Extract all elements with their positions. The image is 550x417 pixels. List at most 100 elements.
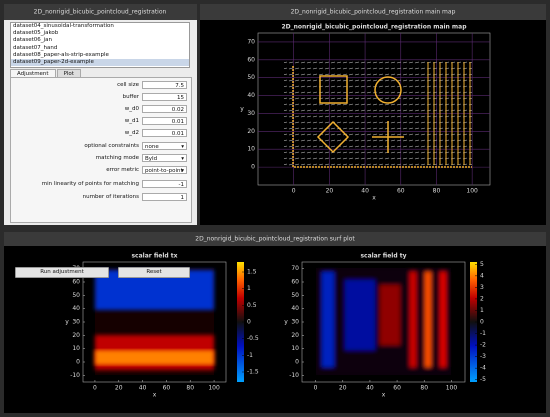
dataset-item[interactable]: dataset05_jakob [13, 30, 59, 37]
field-row: min linearity of points for matching -1 [11, 180, 191, 189]
y-tick-label: 40 [247, 92, 255, 99]
colorbar-tick-label: -4 [480, 365, 486, 372]
x-tick-label: 20 [326, 188, 334, 195]
x-tick-label: 80 [433, 188, 441, 195]
x-tick-label: 100 [208, 385, 220, 392]
field-row: w_d1 0.01 [11, 117, 191, 126]
y-tick-label: -10 [70, 372, 80, 379]
text-input[interactable]: 0.02 [142, 105, 187, 113]
y-axis-label: y [284, 319, 288, 326]
colorbar-tick-label: 1 [247, 285, 251, 292]
text-input[interactable]: 7.5 [142, 81, 187, 89]
field-label: w_d0 [124, 106, 139, 112]
field-label: optional constraints [84, 143, 139, 149]
y-tick-label: 60 [72, 279, 80, 286]
plot-title: 2D_nonrigid_bicubic_pointcloud_registrat… [281, 24, 467, 31]
y-tick-label: 0 [76, 359, 80, 366]
colorbar-tick-label: -2 [480, 342, 486, 349]
dropdown[interactable]: point-to-point [142, 166, 187, 175]
colorbar [237, 262, 244, 382]
colorbar-tick-label: -3 [480, 353, 486, 360]
text-input[interactable]: 1 [142, 193, 187, 201]
x-tick-label: 80 [186, 385, 194, 392]
field-row: cell size 7.5 [11, 81, 191, 90]
dataset-item[interactable]: dataset07_hand [13, 44, 58, 51]
dataset-item[interactable]: dataset06_jan [13, 37, 52, 44]
field-row: number of iterations 1 [11, 193, 191, 202]
dropdown[interactable]: ById [142, 154, 187, 163]
colorbar-tick-label: 2 [480, 295, 484, 302]
y-tick-label: 20 [72, 332, 80, 339]
y-tick-label: 20 [291, 332, 299, 339]
tabs: Adjustment Plot [10, 69, 82, 78]
dropdown[interactable]: none [142, 142, 187, 151]
field-row: w_d2 0.01 [11, 129, 191, 138]
y-tick-label: 30 [247, 110, 255, 117]
colorbar-tick-label: -1.5 [247, 369, 259, 376]
button[interactable]: Run adjustment [15, 267, 109, 278]
x-tick-label: 80 [420, 385, 428, 392]
colorbar-tick-label: 0 [247, 319, 251, 326]
text-input[interactable]: 15 [142, 93, 187, 101]
y-tick-label: 50 [72, 292, 80, 299]
text-input[interactable]: 0.01 [142, 117, 187, 125]
dataset-item[interactable]: dataset04_sinusoidal-transformation [13, 23, 114, 29]
tab[interactable]: Plot [56, 69, 81, 78]
x-axis-label: x [372, 195, 376, 202]
tab[interactable]: Adjustment [10, 69, 56, 78]
field-label: w_d2 [124, 130, 139, 136]
colorbar [470, 262, 477, 382]
button[interactable]: Reset [118, 267, 190, 278]
colorbar-tick-label: -5 [480, 376, 486, 383]
y-tick-label: 10 [72, 345, 80, 352]
text-input[interactable]: -1 [142, 180, 187, 188]
y-tick-label: 30 [72, 319, 80, 326]
field-label: min linearity of points for matching [41, 181, 139, 187]
colorbar-tick-label: -1 [247, 352, 253, 359]
colorbar-tick-label: 0 [480, 319, 484, 326]
x-tick-label: 40 [366, 385, 374, 392]
title-bar [4, 232, 546, 246]
y-tick-label: 30 [291, 319, 299, 326]
field-label: matching mode [95, 155, 139, 161]
x-tick-label: 60 [163, 385, 171, 392]
field-label: w_d1 [124, 118, 139, 124]
x-tick-label: 0 [292, 188, 296, 195]
y-tick-label: 0 [295, 359, 299, 366]
x-tick-label: 40 [361, 188, 369, 195]
dataset-list[interactable]: dataset04_sinusoidal-transformation datas… [10, 22, 190, 68]
y-tick-label: 60 [247, 56, 255, 63]
x-tick-label: 20 [115, 385, 123, 392]
colorbar-tick-label: -0.5 [247, 335, 259, 342]
title-bar [200, 4, 546, 20]
y-tick-label: 50 [291, 292, 299, 299]
x-tick-label: 60 [393, 385, 401, 392]
y-tick-label: 0 [251, 164, 255, 171]
control-panel: dataset04_sinusoidal-transformation datas… [4, 20, 197, 278]
y-tick-label: -10 [289, 372, 299, 379]
y-tick-label: 50 [247, 74, 255, 81]
colorbar-tick-label: 1 [480, 307, 484, 314]
dataset-item[interactable]: dataset09_paper-2d-example [11, 58, 189, 67]
x-tick-label: 0 [93, 385, 97, 392]
field-row: buffer 15 [11, 93, 191, 102]
plot-title: scalar field ty [360, 253, 406, 260]
field-label: error metric [106, 167, 139, 173]
x-tick-label: 100 [446, 385, 458, 392]
field-label: number of iterations [82, 194, 139, 200]
text-input[interactable]: 0.01 [142, 129, 187, 137]
y-tick-label: 60 [291, 279, 299, 286]
field-label: cell size [117, 82, 139, 88]
field-label: buffer [122, 94, 139, 100]
y-axis-label: y [65, 319, 69, 326]
x-axis-label: x [153, 392, 157, 399]
x-axis-label: x [382, 392, 386, 399]
x-tick-label: 60 [397, 188, 405, 195]
axes-box [257, 32, 491, 186]
field-row: optional constraints none [11, 142, 191, 151]
dataset-item[interactable]: dataset08_paper-als-strip-example [13, 51, 109, 58]
x-tick-label: 100 [466, 188, 478, 195]
window-title: 2D_nonrigid_bicubic_pointcloud_registrat… [34, 9, 167, 16]
